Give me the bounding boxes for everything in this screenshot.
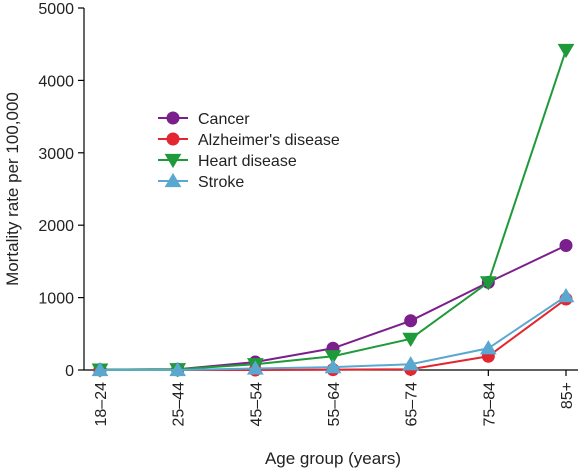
x-tick-label: 65–74	[404, 382, 421, 427]
y-ticks: 0 1000 2000 3000 4000 5000	[38, 1, 84, 380]
legend: Cancer Alzheimer's disease Heart disease St…	[158, 111, 340, 191]
data-point-stroke	[91, 361, 109, 377]
legend-marker-cancer	[166, 111, 180, 125]
y-tick-label: 3000	[38, 146, 74, 163]
legend-item-cancer: Cancer	[158, 111, 250, 128]
legend-label-stroke: Stroke	[198, 174, 244, 191]
data-point-heart-disease	[557, 43, 575, 59]
y-tick-label: 2000	[38, 218, 74, 235]
data-point-stroke	[246, 360, 264, 375]
legend-marker-stroke	[164, 172, 182, 188]
y-tick-label: 5000	[38, 1, 74, 18]
legend-label-alzheimer-s-disease: Alzheimer's disease	[198, 132, 340, 149]
x-tick-label: 85+	[559, 382, 576, 409]
legend-marker-heart-disease	[164, 153, 182, 169]
y-axis-title: Mortality rate per 100,000	[3, 92, 22, 286]
y-tick-label: 0	[65, 363, 74, 380]
data-point-stroke	[479, 340, 497, 355]
data-point-heart-disease	[402, 332, 420, 347]
legend-label-heart-disease: Heart disease	[198, 153, 297, 170]
y-tick-label: 1000	[38, 291, 74, 308]
data-point-stroke	[324, 358, 342, 374]
x-axis-title: Age group (years)	[265, 449, 401, 468]
x-tick-label: 75–84	[481, 382, 498, 427]
data-point-stroke	[557, 288, 575, 303]
data-point-stroke	[402, 356, 420, 371]
series-line-heart-disease	[99, 49, 567, 371]
x-tick-label: 25–44	[171, 382, 188, 427]
data-point-heart-disease	[479, 276, 497, 291]
axes	[83, 8, 578, 371]
data-point-cancer	[559, 238, 573, 252]
y-tick-label: 4000	[38, 73, 74, 90]
legend-marker-alzheimer-s-disease	[166, 132, 180, 146]
series-heart-disease	[91, 43, 575, 378]
legend-item-stroke: Stroke	[158, 172, 244, 191]
x-tick-label: 45–54	[248, 382, 265, 427]
series-stroke	[91, 288, 575, 377]
x-tick-label: 18–24	[93, 382, 110, 427]
data-point-cancer	[404, 314, 418, 328]
series-group	[91, 43, 575, 378]
legend-item-alzheimer-s-disease: Alzheimer's disease	[158, 132, 340, 149]
legend-label-cancer: Cancer	[198, 111, 250, 128]
x-tick-label: 55–64	[326, 382, 343, 427]
data-point-heart-disease	[324, 350, 342, 365]
data-point-stroke	[169, 361, 187, 377]
x-ticks: 18–24 25–44 45–54 55–64 65–74 75–84 85+	[93, 370, 576, 427]
legend-item-heart-disease: Heart disease	[158, 153, 297, 170]
